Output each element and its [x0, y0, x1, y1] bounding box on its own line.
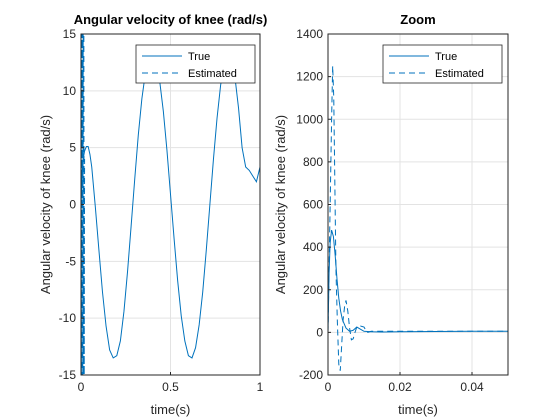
y-tick-label: -10 — [59, 311, 77, 325]
y-tick-label: 5 — [69, 141, 76, 155]
y-ticks-1: -15 -10 -5 0 5 10 15 — [59, 27, 84, 382]
y-axis-label-1: Angular velocity of knee (rad/s) — [38, 115, 53, 294]
y-tick-label: 0 — [316, 325, 323, 339]
x-tick-label: 0.02 — [388, 380, 412, 394]
x-axis-label-2: time(s) — [398, 402, 438, 417]
legend-box-2 — [382, 44, 503, 84]
legend-box-1 — [135, 44, 256, 84]
y-tick-label: 15 — [63, 27, 77, 41]
series-lines-2 — [328, 65, 508, 371]
y-tick-label: 1200 — [296, 70, 323, 84]
chart-title-2: Zoom — [400, 12, 435, 27]
y-tick-label: -15 — [59, 368, 77, 382]
legend-label-estimated-1: Estimated — [188, 68, 237, 80]
x-tick-label: 1 — [257, 380, 264, 394]
y-tick-label: 10 — [63, 84, 77, 98]
x-tick-label: 0 — [325, 380, 332, 394]
x-ticks-1: 0 0.5 1 — [78, 372, 264, 394]
series-line-estimated — [328, 65, 508, 371]
y-axis-label-2: Angular velocity of knee (rad/s) — [273, 115, 288, 294]
x-axis-label-1: time(s) — [151, 402, 191, 417]
legend-1: True Estimated — [135, 44, 256, 84]
y-tick-label: 0 — [69, 198, 76, 212]
x-tick-label: 0.5 — [162, 380, 179, 394]
y-ticks-2: -200 0 200 400 600 800 1000 1200 1400 — [296, 27, 331, 382]
legend-label-true-1: True — [188, 51, 210, 63]
y-tick-label: -5 — [65, 254, 76, 268]
chart-title-1: Angular velocity of knee (rad/s) — [74, 12, 268, 27]
y-tick-label: 1400 — [296, 27, 323, 41]
y-tick-label: 600 — [303, 198, 323, 212]
y-tick-label: 200 — [303, 283, 323, 297]
series-line-true — [328, 229, 508, 333]
y-tick-label: 800 — [303, 155, 323, 169]
x-tick-label: 0 — [78, 380, 85, 394]
x-tick-label: 0.04 — [460, 380, 484, 394]
legend-label-true-2: True — [435, 51, 457, 63]
y-tick-label: -200 — [299, 368, 323, 382]
y-tick-label: 400 — [303, 240, 323, 254]
legend-2: True Estimated — [382, 44, 503, 84]
x-ticks-2: 0 0.02 0.04 — [325, 372, 484, 394]
y-tick-label: 1000 — [296, 112, 323, 126]
legend-label-estimated-2: Estimated — [435, 68, 484, 80]
